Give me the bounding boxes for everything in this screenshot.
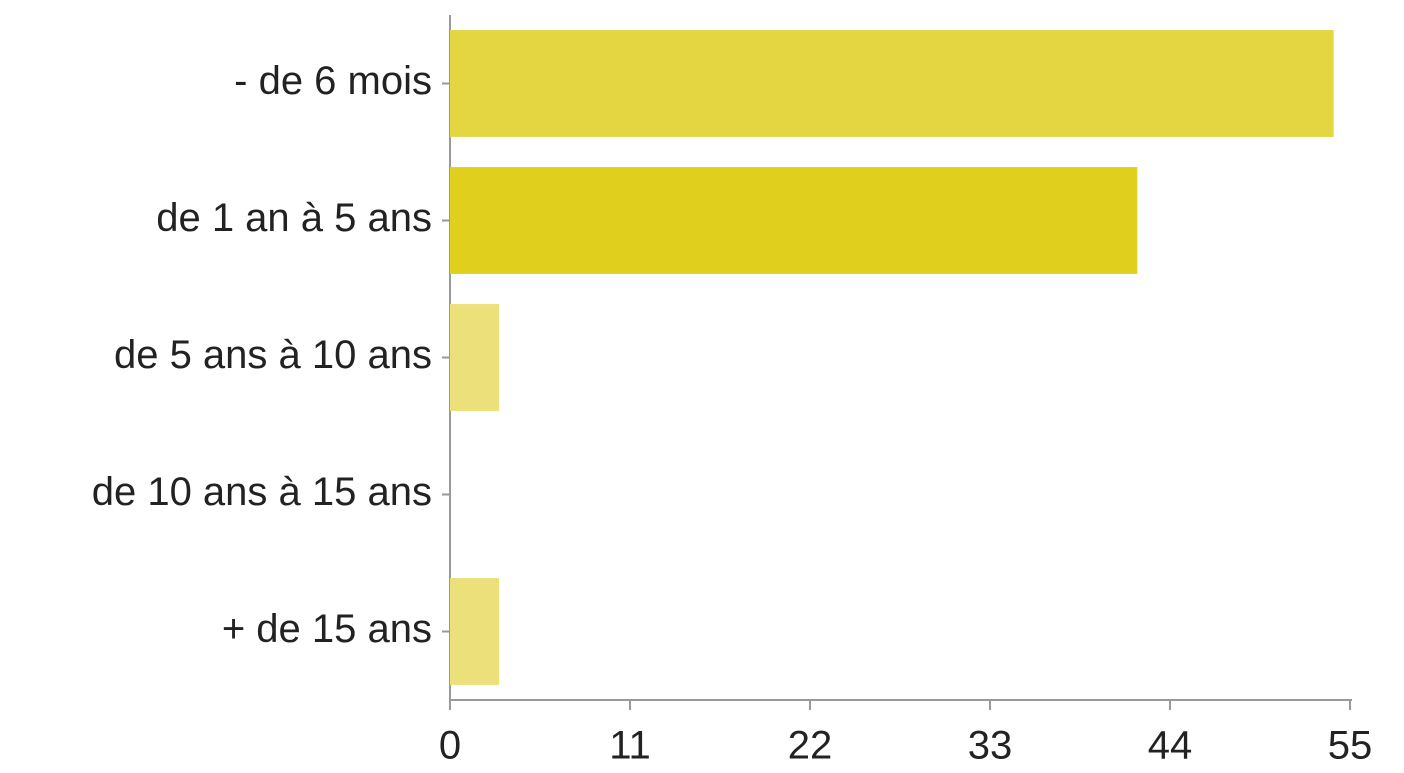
x-tick-label: 0 <box>439 724 461 768</box>
bar <box>450 304 500 411</box>
x-tick-label: 44 <box>1148 724 1193 768</box>
y-tick-label: de 1 an à 5 ans <box>156 196 432 240</box>
bar <box>450 578 500 685</box>
y-tick-label: de 10 ans à 15 ans <box>92 470 432 514</box>
bar <box>450 167 1138 274</box>
x-tick-label: 22 <box>788 724 833 768</box>
y-tick-label: + de 15 ans <box>222 607 432 651</box>
y-tick-label: de 5 ans à 10 ans <box>114 333 432 377</box>
x-tick-label: 55 <box>1328 724 1373 768</box>
y-tick-label: - de 6 mois <box>234 59 432 103</box>
x-tick-label: 11 <box>609 724 651 768</box>
x-tick-label: 33 <box>968 724 1013 768</box>
bar <box>450 30 1334 137</box>
